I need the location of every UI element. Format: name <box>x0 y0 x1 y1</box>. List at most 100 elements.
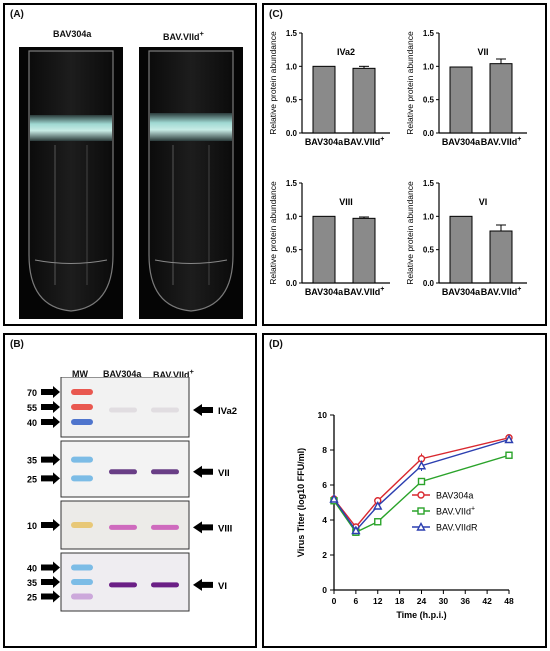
ladder-band <box>71 475 93 482</box>
panel-b-label: (B) <box>10 339 24 350</box>
x-tick-label: 18 <box>395 596 405 606</box>
panel-d-label: (D) <box>269 339 283 350</box>
sample-band-bav-viid-plus <box>151 469 179 475</box>
blot-vii: 35 25 VII <box>27 440 230 498</box>
data-point <box>329 494 339 503</box>
marker-arrow <box>41 401 60 413</box>
ladder-band <box>71 522 93 528</box>
x-axis-label: Time (h.p.i.) <box>396 610 446 620</box>
series-bav-viidr: BAV.VIIdR <box>329 434 514 535</box>
x-tick-label: 36 <box>461 596 471 606</box>
legend-label: BAV304a <box>436 491 473 501</box>
protein-arrow <box>193 578 213 591</box>
y-tick-label: 0.0 <box>286 129 298 138</box>
marker-label: 40 <box>27 418 37 428</box>
y-tick-label: 10 <box>318 410 328 420</box>
marker-label: 70 <box>27 388 37 398</box>
y-tick-label: 0.0 <box>286 279 298 288</box>
x-tick-label: 42 <box>482 596 492 606</box>
sample-band-bav-viid-plus <box>151 407 179 413</box>
x-tick-label: 30 <box>439 596 449 606</box>
data-point <box>373 501 383 510</box>
panel-a: (A) BAV304a BAV.VIId+ <box>3 3 257 326</box>
panel-c: (C) 0.0 0.5 1.0 1.5 Relative protein abundan… <box>262 3 547 326</box>
x-tick-label: BAV.VIId+ <box>344 286 385 297</box>
mw-label: MW <box>72 369 88 379</box>
ladder-band <box>71 593 93 600</box>
panel-d: (D) 0 2 4 6 8 10 0 6 12 18 24 30 36 42 48 Time (h.p.i.)… <box>262 333 547 648</box>
bar-bav304a <box>312 215 336 284</box>
ladder-band <box>71 456 93 463</box>
y-tick-label: 8 <box>322 445 327 455</box>
y-tick-label: 0.5 <box>423 246 435 255</box>
chart-title: VII <box>477 47 488 57</box>
y-axis-label: Relative protein abundance <box>405 181 415 285</box>
x-tick-label: 24 <box>417 596 427 606</box>
chart-title: VIII <box>339 197 353 207</box>
y-tick-label: 1.5 <box>286 179 298 188</box>
y-tick-label: 1.0 <box>286 62 298 71</box>
y-tick-label: 0.5 <box>423 96 435 105</box>
ladder-band <box>71 389 93 395</box>
data-point <box>351 525 361 535</box>
x-tick-label: BAV304a <box>442 137 481 147</box>
blot-viii: 10 VIII <box>27 500 232 550</box>
bar-chart-iva2: 0.0 0.5 1.0 1.5 Relative protein abundance IV… <box>268 29 390 147</box>
tube-1 <box>19 47 123 319</box>
blot-membrane <box>60 377 190 438</box>
data-point <box>417 477 426 486</box>
legend-marker <box>417 507 425 515</box>
ladder-band <box>71 564 93 571</box>
protein-label: VI <box>218 581 227 592</box>
data-point <box>504 434 514 444</box>
bar-bav304a <box>449 66 473 134</box>
marker-label: 25 <box>27 593 37 603</box>
sample-band-bav304a <box>109 469 137 475</box>
bar-bav-viid-plus <box>352 67 376 134</box>
marker-arrow <box>41 561 60 574</box>
protein-label: IVa2 <box>218 406 237 417</box>
marker-arrow <box>41 472 60 485</box>
y-tick-label: 1.0 <box>286 212 298 221</box>
marker-label: 40 <box>27 564 37 574</box>
x-tick-label: BAV304a <box>442 287 481 297</box>
y-tick-label: 1.5 <box>286 29 298 38</box>
western-blots: 70 55 40 IVa2 35 25 VII 10 VIII 40 35 25 VI <box>27 377 237 612</box>
y-tick-label: 1.5 <box>423 29 435 38</box>
sample-band-bav-viid-plus <box>151 524 179 530</box>
x-tick-label: BAV304a <box>305 137 344 147</box>
tube-2 <box>139 47 243 319</box>
y-tick-label: 2 <box>322 550 327 560</box>
data-point <box>416 460 427 470</box>
x-tick-label: 6 <box>354 596 359 606</box>
x-tick-label: BAV304a <box>305 287 344 297</box>
panel-b: (B) MW BAV304a BAV.VIId+ 70 55 40 IVa2 35 25 V… <box>3 333 257 648</box>
y-axis-label: Relative protein abundance <box>268 31 278 135</box>
x-tick-label: BAV.VIId+ <box>344 136 385 147</box>
legend-label: BAV.VIIdR <box>436 523 478 533</box>
marker-arrow <box>41 590 60 603</box>
tube-photos <box>19 47 243 319</box>
sample-band-bav304a <box>109 582 137 588</box>
panel-c-label: (C) <box>269 9 283 20</box>
y-tick-label: 0.5 <box>286 96 298 105</box>
x-tick-label: 48 <box>504 596 514 606</box>
lane-2-title: BAV.VIId+ <box>153 367 194 380</box>
bar-bav304a <box>449 215 473 284</box>
panel-a-label: (A) <box>10 9 24 20</box>
protein-label: VII <box>218 468 230 479</box>
protein-arrow <box>193 465 213 478</box>
y-tick-label: 0 <box>322 585 327 595</box>
y-tick-label: 0.0 <box>423 129 435 138</box>
y-tick-label: 1.0 <box>423 212 435 221</box>
marker-arrow <box>41 453 60 466</box>
bar-bav-viid-plus <box>489 230 513 284</box>
y-tick-label: 1.5 <box>423 179 435 188</box>
marker-label: 10 <box>27 521 37 531</box>
marker-label: 35 <box>27 456 37 466</box>
marker-arrow <box>41 576 60 588</box>
sample-band-bav-viid-plus <box>151 582 179 588</box>
ladder-band <box>71 419 93 425</box>
sample-band-bav304a <box>109 407 137 413</box>
